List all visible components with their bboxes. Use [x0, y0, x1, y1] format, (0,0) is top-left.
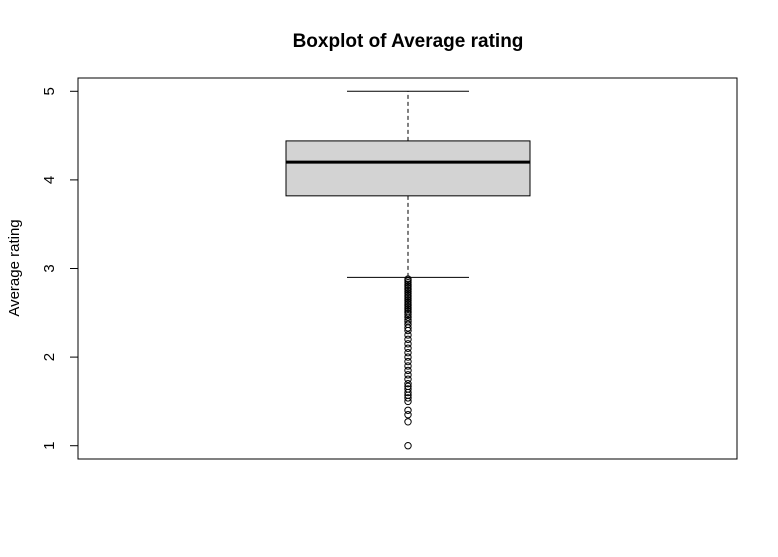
outlier-point [404, 388, 412, 397]
outlier-point [404, 340, 412, 348]
outlier-point [404, 371, 412, 379]
outlier-point [404, 344, 412, 352]
outlier-point [404, 418, 412, 426]
outlier-point [404, 310, 412, 319]
y-tick-label: 2 [41, 353, 58, 361]
iqr-box [285, 140, 531, 197]
outlier-point [404, 335, 412, 344]
outlier-point [404, 326, 412, 335]
y-tick-label: 4 [41, 176, 58, 184]
outlier-point [404, 406, 412, 414]
y-axis-label: Average rating [6, 219, 23, 316]
outlier-point [404, 375, 412, 383]
outlier-point [404, 331, 412, 339]
outlier-point [404, 362, 412, 370]
y-tick-label: 5 [41, 87, 58, 95]
y-axis: 1 2 3 4 5 [41, 87, 79, 450]
outlier-point [404, 379, 412, 388]
y-tick-label: 1 [41, 442, 58, 450]
outlier-point [404, 397, 412, 406]
outlier-point [404, 348, 412, 357]
outlier-point [404, 324, 412, 332]
y-tick-label: 3 [41, 264, 58, 272]
outlier-point [404, 442, 412, 450]
outlier-point [404, 394, 412, 402]
outlier-points [404, 275, 412, 450]
chart-title: Boxplot of Average rating [293, 31, 524, 52]
box-group [285, 90, 531, 278]
outlier-point [404, 353, 412, 361]
outlier-point [404, 313, 412, 321]
outlier-point [404, 410, 412, 419]
outlier-point [404, 366, 412, 375]
outlier-point [404, 357, 412, 366]
